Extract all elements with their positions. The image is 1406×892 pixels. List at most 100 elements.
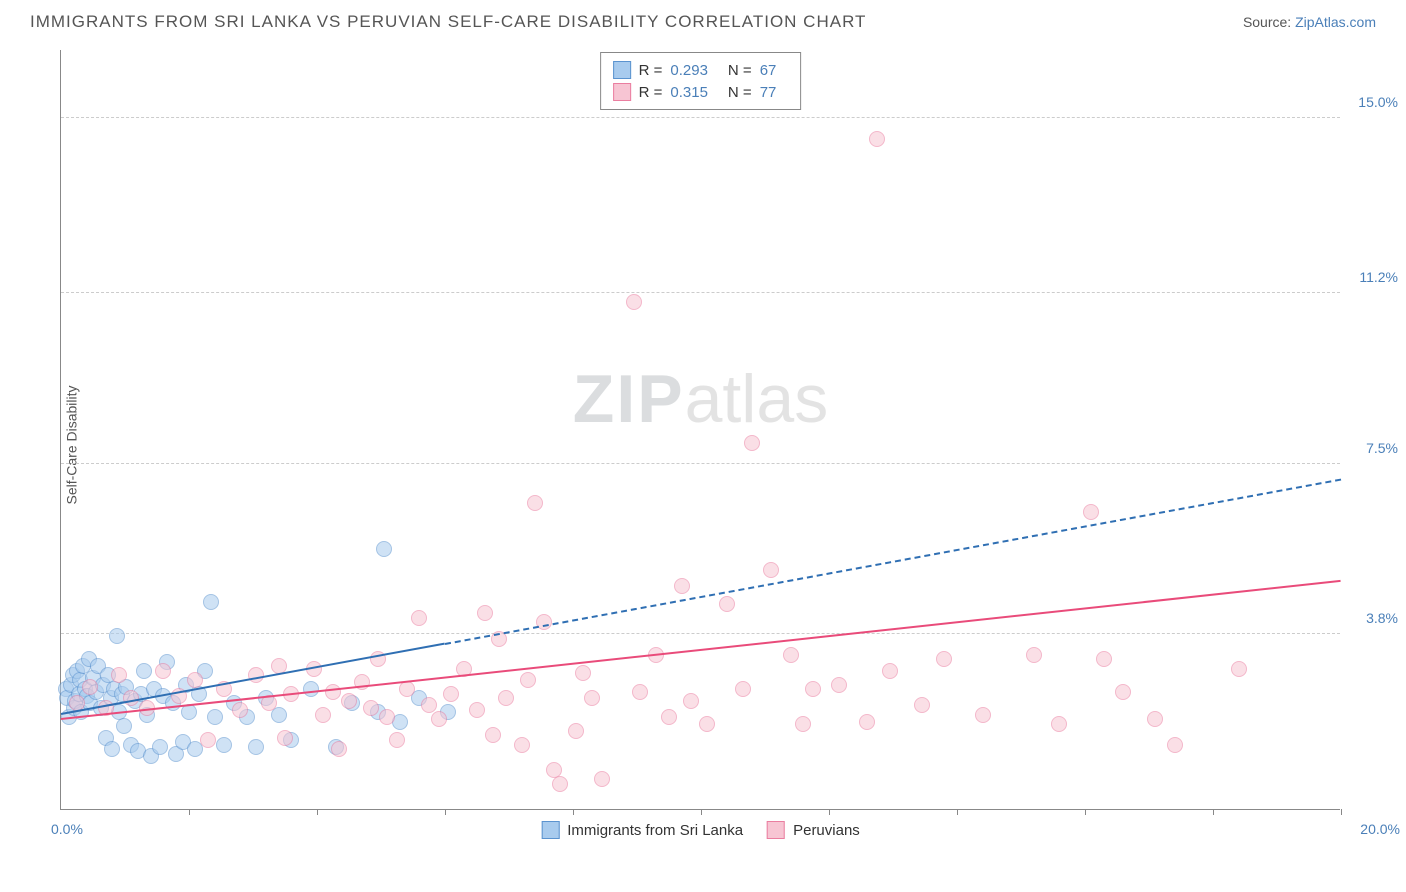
x-tick [957,809,958,815]
data-point-sri_lanka [116,718,132,734]
bottom-legend: Immigrants from Sri Lanka Peruvians [541,821,860,839]
data-point-peruvians [232,702,248,718]
data-point-peruvians [485,727,501,743]
x-axis-end-label: 20.0% [1360,821,1400,837]
x-tick [1341,809,1342,815]
data-point-sri_lanka [109,628,125,644]
trend-line [61,580,1341,720]
legend-item-peruvians: Peruvians [767,821,860,839]
gridline [61,463,1340,464]
data-point-peruvians [411,610,427,626]
x-tick [189,809,190,815]
data-point-peruvians [683,693,699,709]
x-tick [829,809,830,815]
data-point-peruvians [187,672,203,688]
y-tick-label: 15.0% [1358,94,1398,110]
data-point-peruvians [443,686,459,702]
source-label: Source: [1243,14,1295,30]
data-point-peruvians [914,697,930,713]
data-point-peruvians [594,771,610,787]
x-axis-start-label: 0.0% [51,821,83,837]
data-point-peruvians [882,663,898,679]
data-point-peruvians [469,702,485,718]
stats-row-peruvians: R = 0.315 N = 77 [613,81,789,103]
data-point-peruvians [763,562,779,578]
x-tick [573,809,574,815]
data-point-peruvians [1231,661,1247,677]
data-point-sri_lanka [104,741,120,757]
legend-item-sri-lanka: Immigrants from Sri Lanka [541,821,743,839]
data-point-peruvians [389,732,405,748]
x-tick [1085,809,1086,815]
x-tick [445,809,446,815]
data-point-peruvians [431,711,447,727]
data-point-peruvians [869,131,885,147]
data-point-peruvians [155,663,171,679]
y-tick-label: 7.5% [1366,440,1398,456]
data-point-peruvians [744,435,760,451]
data-point-peruvians [805,681,821,697]
y-tick-label: 3.8% [1366,610,1398,626]
data-point-peruvians [674,578,690,594]
plot-container: Self-Care Disability ZIPatlas R = 0.293 … [46,50,1376,840]
data-point-peruvians [200,732,216,748]
stats-row-sri-lanka: R = 0.293 N = 67 [613,59,789,81]
swatch-peruvians [613,83,631,101]
data-point-sri_lanka [216,737,232,753]
data-point-sri_lanka [303,681,319,697]
data-point-sri_lanka [376,541,392,557]
data-point-peruvians [975,707,991,723]
data-point-peruvians [1115,684,1131,700]
data-point-sri_lanka [136,663,152,679]
data-point-peruvians [527,495,543,511]
x-tick [317,809,318,815]
data-point-sri_lanka [152,739,168,755]
data-point-peruvians [379,709,395,725]
swatch-sri-lanka [541,821,559,839]
page-title: IMMIGRANTS FROM SRI LANKA VS PERUVIAN SE… [30,12,866,32]
data-point-peruvians [277,730,293,746]
swatch-sri-lanka [613,61,631,79]
data-point-peruvians [1167,737,1183,753]
data-point-peruvians [82,679,98,695]
data-point-peruvians [536,614,552,630]
data-point-sri_lanka [248,739,264,755]
data-point-sri_lanka [207,709,223,725]
data-point-peruvians [632,684,648,700]
x-tick [1213,809,1214,815]
data-point-peruvians [1083,504,1099,520]
data-point-peruvians [795,716,811,732]
data-point-peruvians [661,709,677,725]
data-point-peruvians [699,716,715,732]
trend-line [445,478,1341,644]
data-point-peruvians [1096,651,1112,667]
data-point-peruvians [498,690,514,706]
data-point-peruvians [552,776,568,792]
plot-area: ZIPatlas R = 0.293 N = 67 R = 0.315 N = … [60,50,1340,810]
data-point-peruvians [936,651,952,667]
data-point-peruvians [735,681,751,697]
watermark: ZIPatlas [573,360,828,438]
data-point-peruvians [1051,716,1067,732]
data-point-peruvians [783,647,799,663]
data-point-sri_lanka [203,594,219,610]
stats-legend: R = 0.293 N = 67 R = 0.315 N = 77 [600,52,802,110]
source-credit: Source: ZipAtlas.com [1243,14,1376,30]
data-point-peruvians [520,672,536,688]
data-point-peruvians [315,707,331,723]
y-tick-label: 11.2% [1359,269,1398,285]
data-point-peruvians [831,677,847,693]
data-point-peruvians [859,714,875,730]
gridline [61,633,1340,634]
data-point-peruvians [477,605,493,621]
source-link[interactable]: ZipAtlas.com [1295,14,1376,30]
data-point-peruvians [341,693,357,709]
x-tick [701,809,702,815]
data-point-peruvians [719,596,735,612]
data-point-peruvians [626,294,642,310]
gridline [61,292,1340,293]
data-point-peruvians [514,737,530,753]
data-point-peruvians [331,741,347,757]
gridline [61,117,1340,118]
data-point-peruvians [584,690,600,706]
